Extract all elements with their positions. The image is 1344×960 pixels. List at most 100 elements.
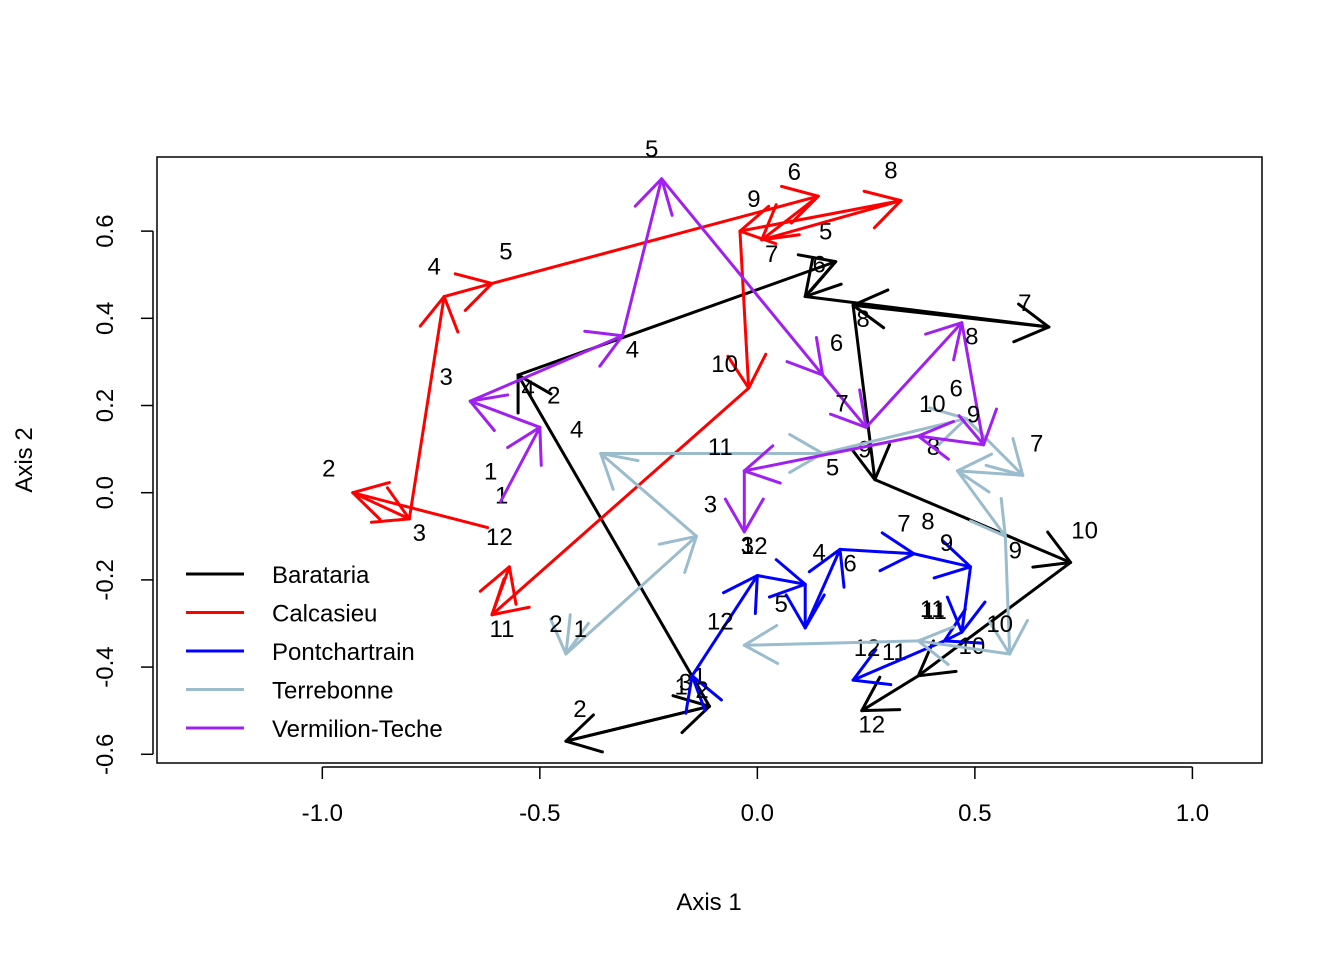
x-tick-label: 0.0 — [741, 800, 774, 827]
point-label: 11 — [920, 596, 945, 623]
point-label: 4 — [626, 337, 639, 364]
arrow-shaft — [964, 417, 1025, 477]
trajectory-arrow — [723, 469, 765, 534]
trajectory-arrow — [620, 177, 674, 338]
trajectory-arrow — [955, 469, 1007, 538]
arrow-shaft — [468, 334, 624, 403]
arrow-shaft — [442, 281, 494, 299]
point-label: 6 — [788, 159, 801, 186]
point-label: 5 — [775, 591, 788, 618]
trajectory-arrow — [564, 704, 711, 754]
arrow-shaft — [821, 373, 868, 429]
point-label: 8 — [884, 158, 897, 185]
arrow-shaft — [468, 399, 542, 429]
point-label: 2 — [547, 382, 560, 409]
arrow-head — [742, 623, 780, 665]
point-label: 9 — [967, 402, 980, 429]
arrow-shaft — [860, 674, 920, 713]
point-label: 7 — [1018, 290, 1031, 317]
arrow-shaft — [564, 704, 711, 743]
point-label: 9 — [747, 186, 760, 213]
arrow-shaft — [803, 260, 838, 299]
arrow-shaft — [916, 560, 1073, 678]
legend-label: Calcasieu — [272, 601, 377, 628]
trajectory-arrow — [407, 295, 460, 521]
arrow-shaft — [742, 639, 920, 647]
point-label: 3 — [704, 491, 717, 518]
arrow-shaft — [351, 491, 490, 530]
point-label: 7 — [897, 511, 910, 538]
point-label: 5 — [826, 454, 839, 481]
x-tick-label: -0.5 — [519, 800, 560, 827]
point-label: 1 — [574, 616, 587, 643]
arrow-head — [723, 497, 765, 534]
trajectory-arrow — [660, 177, 825, 377]
point-label: 4 — [570, 416, 583, 443]
point-label: 7 — [1030, 430, 1043, 457]
point-label: 9 — [1009, 537, 1022, 564]
point-label: 7 — [765, 241, 778, 268]
legend-item: Terrebonne — [186, 678, 393, 705]
point-label: 12 — [858, 712, 885, 739]
point-label: 2 — [549, 611, 562, 638]
arrow-shaft — [490, 565, 511, 617]
y-tick-label: 0.0 — [92, 476, 119, 509]
y-tick-label: -0.6 — [92, 734, 119, 775]
point-label: 3 — [440, 364, 453, 391]
point-label: 5 — [645, 136, 658, 163]
point-label: 2 — [695, 677, 708, 704]
x-axis: -1.0 -0.5 0.0 0.5 1.0 — [302, 766, 1209, 827]
point-label: 1 — [674, 674, 687, 701]
trajectory-arrow — [784, 582, 826, 630]
arrow-shaft — [407, 295, 446, 521]
y-axis-title: Axis 2 — [11, 427, 38, 492]
trajectory-arrow — [945, 565, 987, 634]
point-label: 1 — [484, 458, 497, 485]
point-label: 12 — [707, 608, 734, 635]
point-label: 10 — [986, 611, 1013, 638]
point-label: 9 — [940, 530, 953, 557]
legend-item: Barataria — [186, 562, 370, 589]
y-tick-label: -0.4 — [92, 646, 119, 687]
y-tick-label: 0.2 — [92, 389, 119, 422]
point-label: 5 — [819, 219, 832, 246]
point-label: 10 — [711, 351, 738, 378]
arrow-shaft — [499, 425, 542, 503]
point-label: 11 — [708, 434, 733, 461]
arrow-shaft — [490, 386, 751, 617]
plot-frame — [156, 156, 1263, 764]
legend: Barataria Calcasieu Pontchartrain Terrebonn… — [186, 562, 443, 743]
arrow-shaft — [599, 451, 698, 538]
trajectory-arrow — [851, 639, 946, 687]
arrow-shaft — [912, 552, 973, 569]
point-label: 1 — [495, 483, 508, 510]
point-label: 2 — [573, 696, 586, 723]
trajectory-arrow — [516, 253, 838, 377]
trajectory-arrow — [599, 451, 698, 538]
arrow-shaft — [803, 547, 842, 630]
point-label: 10 — [1071, 517, 1098, 544]
arrow-shaft — [760, 199, 903, 242]
legend-item: Calcasieu — [186, 601, 377, 628]
legend-label: Vermilion-Teche — [272, 716, 443, 743]
arrow-head — [860, 675, 902, 713]
point-label: 4 — [427, 254, 440, 281]
legend-item: Pontchartrain — [186, 639, 415, 666]
arrow-shaft — [955, 469, 1007, 538]
x-axis-title: Axis 1 — [676, 889, 741, 916]
point-label: 6 — [949, 376, 962, 403]
arrow-shaft — [738, 199, 903, 233]
point-label: 7 — [835, 390, 848, 417]
arrow-head — [478, 565, 518, 606]
arrow-shaft — [942, 630, 964, 643]
arrow-shaft — [516, 373, 711, 708]
arrow-shaft — [660, 177, 825, 377]
point-label: 4 — [813, 539, 826, 566]
arrow-shaft — [864, 321, 964, 429]
point-label: 11 — [922, 598, 947, 625]
arrow-shaft — [760, 194, 820, 242]
arrow-shaft — [690, 674, 707, 713]
